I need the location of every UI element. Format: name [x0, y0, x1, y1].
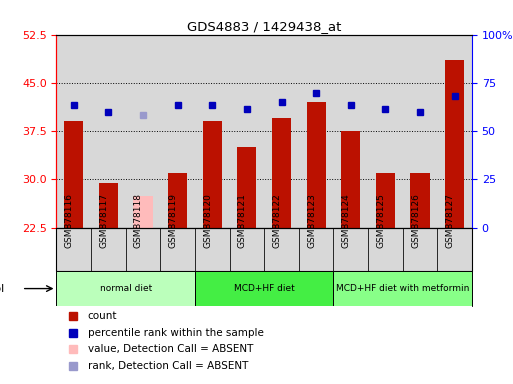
Bar — [445, 60, 464, 228]
Bar — [168, 173, 187, 228]
Bar — [126, 35, 160, 228]
Bar — [403, 35, 437, 228]
Text: GSM878123: GSM878123 — [307, 193, 316, 248]
Bar — [56, 228, 91, 271]
Text: GSM878120: GSM878120 — [203, 193, 212, 248]
Bar — [91, 228, 126, 271]
Bar — [56, 35, 91, 228]
Bar — [410, 173, 429, 228]
Bar — [160, 35, 195, 228]
Bar — [238, 147, 256, 228]
Text: GSM878126: GSM878126 — [411, 193, 420, 248]
Bar — [195, 228, 229, 271]
Bar — [56, 228, 472, 271]
Bar — [272, 118, 291, 228]
Bar — [203, 121, 222, 228]
Bar — [333, 228, 368, 271]
Bar — [264, 35, 299, 228]
Bar — [341, 131, 360, 228]
Text: GSM878125: GSM878125 — [377, 193, 385, 248]
Text: rank, Detection Call = ABSENT: rank, Detection Call = ABSENT — [88, 361, 248, 371]
Text: GSM878127: GSM878127 — [446, 193, 455, 248]
Text: GSM878122: GSM878122 — [272, 193, 282, 248]
Text: count: count — [88, 311, 117, 321]
Bar — [299, 228, 333, 271]
Text: MCD+HF diet with metformin: MCD+HF diet with metformin — [336, 284, 469, 293]
Bar — [368, 35, 403, 228]
Bar — [126, 228, 160, 271]
Bar — [195, 271, 333, 306]
Text: MCD+HF diet: MCD+HF diet — [234, 284, 294, 293]
Text: GSM878117: GSM878117 — [100, 193, 108, 248]
Bar — [368, 228, 403, 271]
Text: percentile rank within the sample: percentile rank within the sample — [88, 328, 264, 338]
Bar — [307, 102, 326, 228]
Bar — [56, 271, 195, 306]
Text: GSM878119: GSM878119 — [169, 193, 177, 248]
Bar — [376, 173, 395, 228]
Bar — [299, 35, 333, 228]
Title: GDS4883 / 1429438_at: GDS4883 / 1429438_at — [187, 20, 341, 33]
Text: normal diet: normal diet — [100, 284, 152, 293]
Bar — [64, 121, 83, 228]
Text: protocol: protocol — [0, 283, 5, 294]
Bar — [437, 228, 472, 271]
Bar — [133, 195, 152, 228]
Bar — [91, 35, 126, 228]
Bar — [333, 271, 472, 306]
Text: GSM878121: GSM878121 — [238, 193, 247, 248]
Text: GSM878124: GSM878124 — [342, 193, 351, 248]
Bar — [195, 35, 229, 228]
Text: value, Detection Call = ABSENT: value, Detection Call = ABSENT — [88, 344, 253, 354]
Bar — [229, 228, 264, 271]
Bar — [160, 228, 195, 271]
Bar — [333, 35, 368, 228]
Bar — [264, 228, 299, 271]
Bar — [437, 35, 472, 228]
Text: GSM878116: GSM878116 — [65, 193, 74, 248]
Bar — [229, 35, 264, 228]
Text: GSM878118: GSM878118 — [134, 193, 143, 248]
Bar — [99, 183, 118, 228]
Bar — [403, 228, 437, 271]
